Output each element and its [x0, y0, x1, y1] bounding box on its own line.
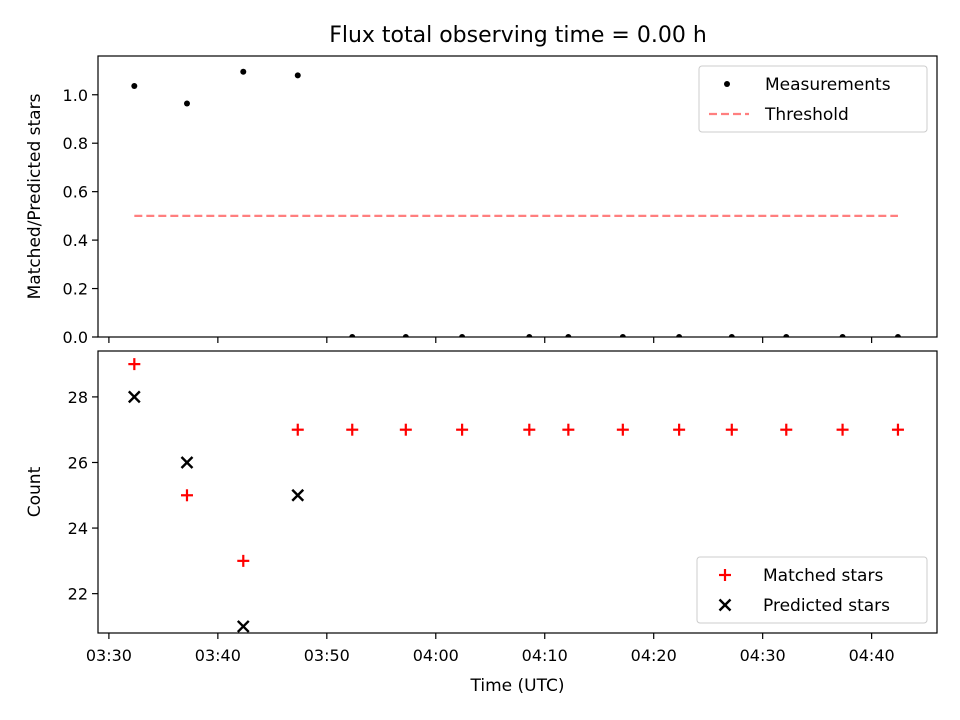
data-point — [291, 423, 304, 436]
data-point — [725, 423, 738, 436]
data-point — [399, 423, 412, 436]
data-point — [839, 334, 846, 337]
legend: Measurements Threshold — [698, 65, 928, 133]
data-point — [673, 423, 686, 436]
data-point-b — [236, 620, 250, 633]
data-point — [180, 456, 194, 469]
data-point — [236, 620, 250, 633]
data-point — [402, 334, 409, 337]
data-point — [128, 358, 141, 371]
y-tick-label: 24 — [68, 519, 88, 538]
x-ticks: 03:30 03:40 03:50 04:00 04:10 04:20 04:30 04:40 — [86, 633, 895, 665]
bottom-panel: 22 24 26 28 03:30 03:40 03:50 04:00 04:10 04:20 04… — [25, 350, 938, 696]
x-tick-label: 04:20 — [631, 646, 677, 665]
plot-frame — [97, 55, 938, 338]
y-tick-label: 28 — [68, 388, 88, 407]
data-point-b — [180, 456, 194, 469]
legend-marker — [724, 81, 730, 87]
data-point — [459, 334, 466, 337]
x-tick-label: 03:30 — [86, 646, 132, 665]
data-point — [894, 334, 901, 337]
legend-label: Predicted stars — [763, 596, 890, 616]
legend: Matched stars Predicted stars — [696, 556, 928, 624]
legend-label: Threshold — [764, 105, 849, 125]
data-point — [780, 423, 793, 436]
x-axis-label: Time (UTC) — [470, 676, 565, 696]
y-axis-label: Matched/Predicted stars — [25, 93, 45, 299]
y-ticks: 0.0 0.2 0.4 0.6 0.8 1.0 — [63, 86, 98, 347]
data-point — [180, 489, 193, 502]
data-point — [565, 334, 572, 337]
y-tick-label: 0.4 — [63, 231, 88, 250]
data-point — [891, 423, 904, 436]
legend-item: Measurements — [724, 75, 891, 95]
x-tick-label: 04:00 — [413, 646, 459, 665]
legend-box — [696, 556, 928, 624]
data-point — [728, 334, 735, 337]
y-tick-label: 0.6 — [63, 183, 88, 202]
data-point — [237, 554, 250, 567]
plot-frame — [97, 350, 938, 634]
x-tick-label: 04:10 — [522, 646, 568, 665]
y-tick-label: 0.8 — [63, 134, 88, 153]
legend-item: Matched stars — [719, 566, 883, 586]
legend-item: Threshold — [709, 105, 849, 125]
y-tick-label: 22 — [68, 585, 88, 604]
data-point — [676, 334, 683, 337]
series-matched-stars — [128, 358, 904, 567]
legend-item: Predicted stars — [718, 596, 890, 616]
plot-area — [127, 358, 904, 633]
data-point — [349, 334, 356, 337]
series-measurements — [131, 68, 901, 337]
data-point — [127, 390, 141, 404]
x-tick-label: 04:40 — [849, 646, 895, 665]
data-point — [616, 423, 629, 436]
data-point — [240, 68, 247, 75]
series-predicted-stars — [127, 390, 305, 633]
chart-title: Flux total observing time = 0.00 h — [329, 23, 707, 48]
data-point — [291, 488, 305, 502]
data-point — [619, 334, 626, 337]
data-point-b — [291, 488, 305, 502]
data-point — [523, 423, 536, 436]
legend-label: Matched stars — [763, 566, 883, 586]
data-point — [131, 83, 138, 90]
y-tick-label: 0.2 — [63, 280, 88, 299]
legend-marker-b — [718, 598, 732, 612]
data-point — [526, 334, 533, 337]
top-panel: 0.0 0.2 0.4 0.6 0.8 1.0 Matched/Predicted star… — [25, 55, 938, 347]
y-ticks: 22 24 26 28 — [68, 388, 98, 604]
data-point — [183, 100, 190, 107]
x-tick-label: 04:30 — [740, 646, 786, 665]
legend-label: Measurements — [765, 75, 891, 95]
x-tick-label: 03:50 — [304, 646, 350, 665]
data-point — [562, 423, 575, 436]
data-point — [456, 423, 469, 436]
plot-area — [131, 68, 901, 337]
data-point — [346, 423, 359, 436]
data-point — [783, 334, 790, 337]
y-axis-label: Count — [25, 466, 45, 517]
x-ticks — [108, 337, 873, 343]
y-tick-label: 26 — [68, 453, 88, 472]
y-tick-label: 0.0 — [63, 328, 88, 347]
legend-marker — [719, 569, 731, 581]
data-point — [836, 423, 849, 436]
y-tick-label: 1.0 — [63, 86, 88, 105]
legend-marker — [718, 598, 732, 612]
x-tick-label: 03:40 — [195, 646, 241, 665]
legend-box — [698, 65, 928, 133]
data-point — [294, 72, 301, 79]
data-point-b — [127, 390, 141, 404]
